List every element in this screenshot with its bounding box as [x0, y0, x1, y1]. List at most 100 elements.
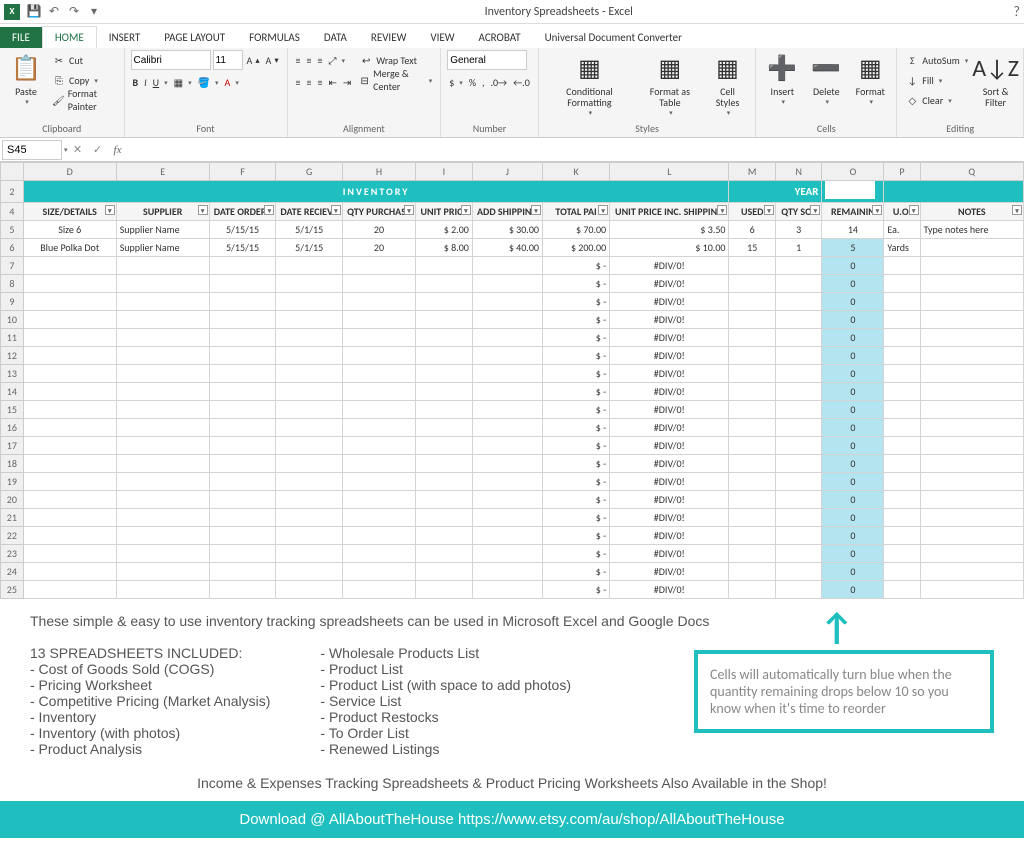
formula-input[interactable]: [127, 144, 1024, 156]
cell[interactable]: #DIV/0!: [610, 419, 729, 437]
cell[interactable]: [416, 509, 473, 527]
cell[interactable]: [884, 329, 920, 347]
cell[interactable]: [276, 383, 343, 401]
cell[interactable]: [116, 401, 209, 419]
cell[interactable]: [884, 455, 920, 473]
row-header-22[interactable]: 22: [1, 527, 24, 545]
remaining-cell[interactable]: 0: [822, 419, 884, 437]
row-header-13[interactable]: 13: [1, 365, 24, 383]
col-header-J[interactable]: J: [472, 163, 542, 181]
comma-button[interactable]: ,: [480, 72, 487, 92]
inv-header-12[interactable]: U.O.▾: [884, 203, 920, 221]
cell[interactable]: [416, 275, 473, 293]
col-header-Q[interactable]: Q: [920, 163, 1023, 181]
cell[interactable]: [342, 257, 415, 275]
remaining-cell[interactable]: 0: [822, 581, 884, 599]
cell[interactable]: [416, 527, 473, 545]
cell[interactable]: [209, 509, 276, 527]
align-right-button[interactable]: ≡: [315, 72, 324, 92]
cell[interactable]: [775, 473, 821, 491]
cell[interactable]: [884, 257, 920, 275]
cell[interactable]: [276, 275, 343, 293]
bold-button[interactable]: B: [131, 72, 141, 92]
cell[interactable]: [729, 581, 775, 599]
cell[interactable]: [472, 347, 542, 365]
cell[interactable]: [23, 293, 116, 311]
cell[interactable]: [472, 275, 542, 293]
cell[interactable]: [775, 365, 821, 383]
cell[interactable]: [775, 491, 821, 509]
cell[interactable]: [116, 527, 209, 545]
align-center-button[interactable]: ≡: [304, 72, 313, 92]
remaining-cell[interactable]: 5: [822, 239, 884, 257]
cell[interactable]: [276, 527, 343, 545]
cell[interactable]: [276, 581, 343, 599]
cell[interactable]: [276, 455, 343, 473]
cell[interactable]: [775, 275, 821, 293]
cell[interactable]: [209, 275, 276, 293]
cell[interactable]: [276, 473, 343, 491]
cell[interactable]: [276, 491, 343, 509]
currency-button[interactable]: $▾: [447, 72, 465, 92]
row-header-2[interactable]: 2: [1, 181, 24, 203]
cell[interactable]: [729, 347, 775, 365]
cell[interactable]: [920, 329, 1023, 347]
row-header-9[interactable]: 9: [1, 293, 24, 311]
col-header-P[interactable]: P: [884, 163, 920, 181]
cell[interactable]: [116, 473, 209, 491]
tab-home[interactable]: HOME: [42, 26, 97, 48]
cell[interactable]: [472, 545, 542, 563]
cell[interactable]: [472, 581, 542, 599]
cell[interactable]: [920, 563, 1023, 581]
cell[interactable]: [729, 509, 775, 527]
cell[interactable]: [116, 419, 209, 437]
row-header-21[interactable]: 21: [1, 509, 24, 527]
cell[interactable]: 3: [775, 221, 821, 239]
cell[interactable]: [276, 311, 343, 329]
cell[interactable]: #DIV/0!: [610, 329, 729, 347]
qat-dropdown-icon[interactable]: ▾: [86, 4, 102, 20]
inv-header-3[interactable]: DATE RECIEVE▾: [276, 203, 343, 221]
cell[interactable]: [116, 275, 209, 293]
row-header-19[interactable]: 19: [1, 473, 24, 491]
filter-icon[interactable]: ▾: [717, 205, 727, 215]
row-header-4[interactable]: 4: [1, 203, 24, 221]
grow-font-button[interactable]: A▴: [245, 50, 262, 70]
cell[interactable]: [884, 275, 920, 293]
row-header-25[interactable]: 25: [1, 581, 24, 599]
cell[interactable]: [472, 311, 542, 329]
remaining-cell[interactable]: 0: [822, 365, 884, 383]
cell[interactable]: [884, 365, 920, 383]
cell[interactable]: [23, 491, 116, 509]
cell[interactable]: [920, 419, 1023, 437]
filter-icon[interactable]: ▾: [461, 205, 471, 215]
col-header-N[interactable]: N: [775, 163, 821, 181]
percent-button[interactable]: %: [467, 72, 478, 92]
cell[interactable]: [276, 545, 343, 563]
cond-format-button[interactable]: ▦Conditional Formatting▾: [545, 50, 634, 119]
cell[interactable]: [775, 329, 821, 347]
cell[interactable]: [116, 293, 209, 311]
row-header-24[interactable]: 24: [1, 563, 24, 581]
cell[interactable]: [209, 491, 276, 509]
cell[interactable]: [416, 473, 473, 491]
remaining-cell[interactable]: 0: [822, 563, 884, 581]
font-size-select[interactable]: [213, 50, 243, 70]
cell[interactable]: 1: [775, 239, 821, 257]
cell[interactable]: [342, 275, 415, 293]
cell[interactable]: 5/15/15: [209, 221, 276, 239]
cell[interactable]: [342, 293, 415, 311]
row-header-17[interactable]: 17: [1, 437, 24, 455]
cell[interactable]: [23, 329, 116, 347]
inv-header-1[interactable]: SUPPLIER▾: [116, 203, 209, 221]
cell[interactable]: [342, 491, 415, 509]
remaining-cell[interactable]: 0: [822, 545, 884, 563]
col-header-E[interactable]: E: [116, 163, 209, 181]
cell[interactable]: [775, 455, 821, 473]
inv-header-8[interactable]: UNIT PRICE INC. SHIPPING▾: [610, 203, 729, 221]
cell[interactable]: #DIV/0!: [610, 563, 729, 581]
cell[interactable]: 20: [342, 239, 415, 257]
cell[interactable]: [729, 473, 775, 491]
merge-center-button[interactable]: ⊟Merge & Center▾: [357, 70, 434, 90]
cell[interactable]: [920, 437, 1023, 455]
